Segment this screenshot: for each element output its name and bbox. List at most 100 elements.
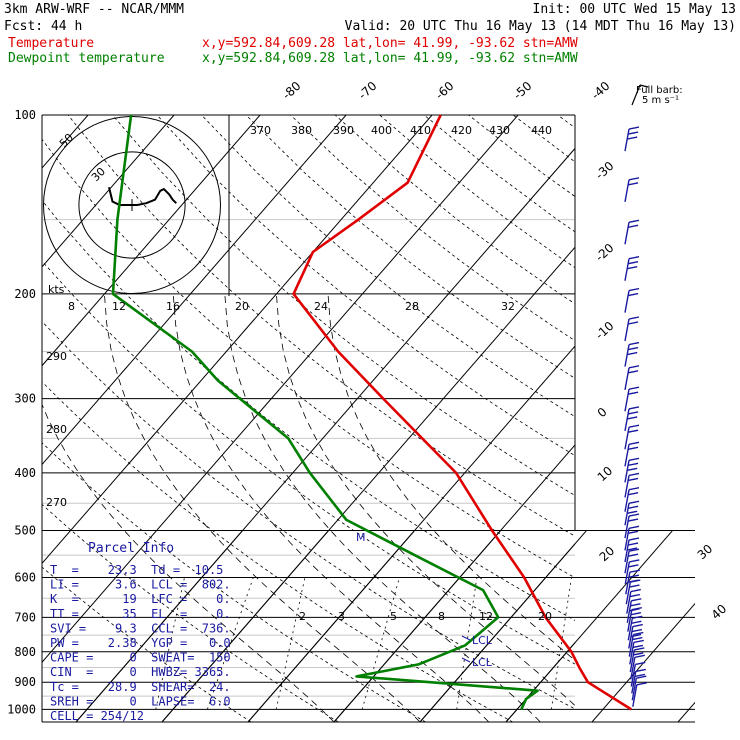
wind-barb-flag <box>627 547 638 551</box>
wind-barb-staff <box>632 684 638 707</box>
mixing-ratio-label: 8 <box>68 300 75 313</box>
wind-barb <box>624 513 640 539</box>
isotherm-label: -50 <box>511 79 535 103</box>
wind-barb <box>624 406 640 432</box>
wind-barb-flag <box>635 661 646 666</box>
wind-barb-flag <box>630 611 642 616</box>
dry-adiabat-line <box>42 199 575 621</box>
wind-barb-flag <box>630 603 641 607</box>
mixing-ratio-label: 3 <box>338 610 345 623</box>
wind-barb-staff <box>624 444 630 467</box>
theta-label: 440 <box>531 124 552 137</box>
wind-barb-flag <box>633 639 644 644</box>
wind-barb <box>624 341 640 367</box>
wind-barb-staff <box>624 539 630 563</box>
wind-barb-flag <box>628 287 640 292</box>
wind-barb <box>624 559 640 585</box>
mixing-ratio-line <box>655 578 658 710</box>
wind-barb-staff <box>625 581 631 605</box>
isotherm-line <box>0 115 2 722</box>
wind-barb-flag <box>632 644 644 649</box>
wind-barb <box>624 487 640 512</box>
wind-barb-staff <box>624 318 630 342</box>
wind-barb-flag <box>628 177 640 181</box>
wind-barb-flag <box>635 668 646 673</box>
wind-barb-flag <box>627 416 638 420</box>
wind-barb-flag <box>628 457 640 462</box>
wind-barb <box>624 126 640 152</box>
isotherm-label: -70 <box>356 79 380 103</box>
wind-barb-staff <box>624 460 630 483</box>
wind-barb-flag <box>628 548 640 552</box>
mixing-ratio-lines <box>155 577 658 710</box>
isotherm-line <box>161 530 330 722</box>
wind-barb-flag <box>628 316 640 320</box>
wind-barb-flag <box>632 615 643 619</box>
dry-adiabat-line <box>201 115 575 418</box>
isotherm-line <box>333 530 502 722</box>
wind-barb <box>624 472 640 498</box>
mixing-ratio-label: 12 <box>479 610 493 623</box>
wind-barb-flag <box>628 386 640 390</box>
isotherm-label: -30 <box>593 159 617 183</box>
mixing-ratio-label: 28 <box>405 300 419 313</box>
sounding-traces: LCL LCL M <box>111 114 632 711</box>
wind-barb <box>624 525 640 551</box>
dry-adiabat-line <box>67 115 575 537</box>
parcel-info-row: TT = 35 EL = 0. <box>50 607 231 621</box>
wind-barb <box>624 457 640 483</box>
wind-barb-flag <box>631 620 642 624</box>
isotherm-label: -60 <box>433 79 457 103</box>
isotherm-label: 0 <box>595 405 610 421</box>
wind-barb-staff <box>627 609 633 632</box>
isotherm-label: -80 <box>280 79 304 103</box>
dry-adiabat-line <box>42 381 513 722</box>
wind-barb <box>624 365 640 390</box>
isotherm-line <box>678 115 740 722</box>
parcel-info-row: T = 23.3 Td = 10.5 <box>50 563 223 577</box>
mixing-ratio-label: 20 <box>538 610 552 623</box>
pressure-label: 1000 <box>7 702 36 716</box>
wind-barb-staff <box>628 626 634 649</box>
mixing-ratio-line <box>155 577 185 710</box>
dry-adiabat-line <box>334 115 575 305</box>
mixing-ratio-line <box>361 577 400 710</box>
wind-barb-flag <box>636 682 647 686</box>
parcel-marker: M <box>356 531 366 544</box>
wind-barb-staff <box>624 515 630 539</box>
pressure-label: 500 <box>14 523 36 537</box>
isotherm-label: 40 <box>709 602 730 623</box>
wind-barb <box>624 537 640 563</box>
parcel-info-panel: Parcel Info T = 23.3 Td = 10.5LI = 3.6 L… <box>50 541 231 723</box>
wind-barb-flag <box>627 467 638 472</box>
wind-barb-flag <box>629 584 640 588</box>
wind-barb <box>629 647 645 673</box>
wind-barb-flag <box>630 588 641 593</box>
wind-barb-flag <box>628 537 640 541</box>
wind-barb-staff <box>628 634 634 657</box>
isotherm-line <box>75 530 244 722</box>
wind-barb-flag <box>627 477 639 482</box>
wind-barb-staff <box>624 489 630 512</box>
mixing-ratio-label: 2 <box>299 610 306 623</box>
wind-barb-flag <box>627 492 639 496</box>
wind-barb <box>630 654 645 680</box>
theta-side-label: 280 <box>46 423 67 436</box>
wind-barb-staff <box>624 551 630 574</box>
wind-barb-staff <box>624 258 630 281</box>
wind-barb-flag <box>633 631 644 636</box>
dry-adiabat-line <box>42 320 575 710</box>
theta-label: 370 <box>250 124 271 137</box>
wind-barb <box>625 579 641 605</box>
wind-barb-staff <box>624 222 630 245</box>
mixing-ratio-label: 12 <box>112 300 126 313</box>
isotherm-line <box>42 115 347 466</box>
wind-barb-flag <box>627 462 639 467</box>
dry-adiabat-line <box>42 138 575 579</box>
dewpoint-station-info: x,y=592.84,609.28 lat,lon= 41.99, -93.62… <box>202 51 578 66</box>
wind-barb-flag <box>627 261 639 265</box>
parcel-info-row: PW = 2.38 YGP = 0.0 <box>50 636 231 650</box>
wind-barb-flag <box>627 292 639 297</box>
barb-key-units: 5 m s⁻¹ <box>642 95 679 106</box>
isotherm-label: 20 <box>597 544 618 565</box>
